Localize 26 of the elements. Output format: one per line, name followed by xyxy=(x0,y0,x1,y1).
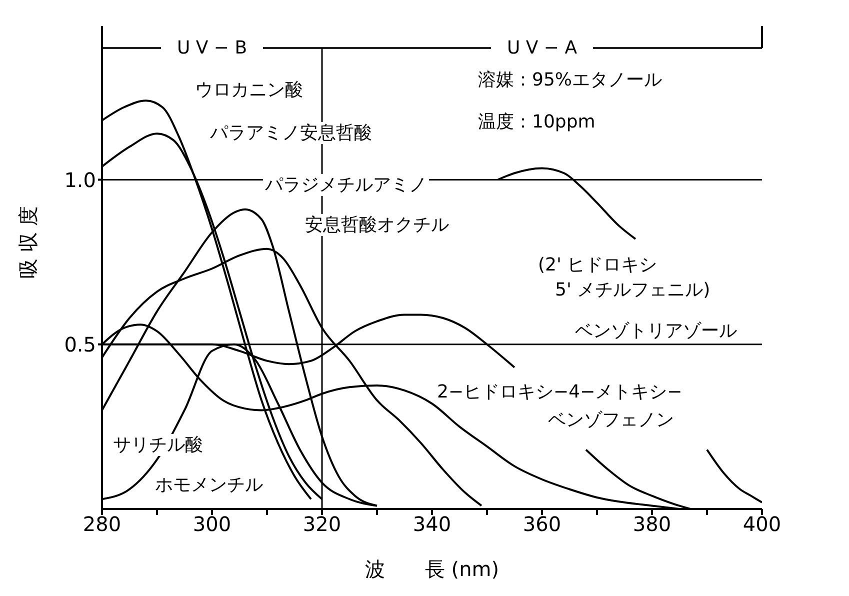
annotation: ホモメンチル xyxy=(155,474,263,496)
x-tick-label: 340 xyxy=(412,512,452,536)
annotation: パラアミノ安息哲酸 xyxy=(209,122,372,144)
x-tick-label: 280 xyxy=(82,512,122,536)
x-tick-label: 300 xyxy=(192,512,232,536)
x-tick-label: 360 xyxy=(522,512,562,536)
annotation: 温度：10ppm xyxy=(478,112,596,132)
annotation: 2−ヒドロキシ−4−メトキシ− xyxy=(437,382,682,402)
y-axis-title: 吸 収 度 xyxy=(16,206,40,278)
y-tick-label: 1.0 xyxy=(64,168,96,192)
annotation: U V − A xyxy=(506,38,578,58)
annotation: 溶媒：95%エタノール xyxy=(478,70,662,90)
annotation: サリチル酸 xyxy=(113,434,203,456)
annotation: 安息哲酸オクチル xyxy=(305,214,449,236)
annotation: ウロカニン酸 xyxy=(195,80,303,100)
x-tick-label: 400 xyxy=(742,512,782,536)
annotation: ベンゾフェノン xyxy=(548,410,674,430)
x-tick-label: 320 xyxy=(302,512,342,536)
x-axis-title: 波 長 (nm) xyxy=(364,557,500,581)
x-tick-label: 380 xyxy=(632,512,672,536)
annotation: U V − B xyxy=(176,38,248,58)
annotation: 5' メチルフェニル) xyxy=(555,280,710,300)
annotation: ベンゾトリアゾール xyxy=(575,320,737,342)
y-tick-label: 0.5 xyxy=(64,332,96,356)
annotation: パラジメチルアミノ xyxy=(264,174,427,196)
annotation: (2' ヒドロキシ xyxy=(538,254,658,276)
